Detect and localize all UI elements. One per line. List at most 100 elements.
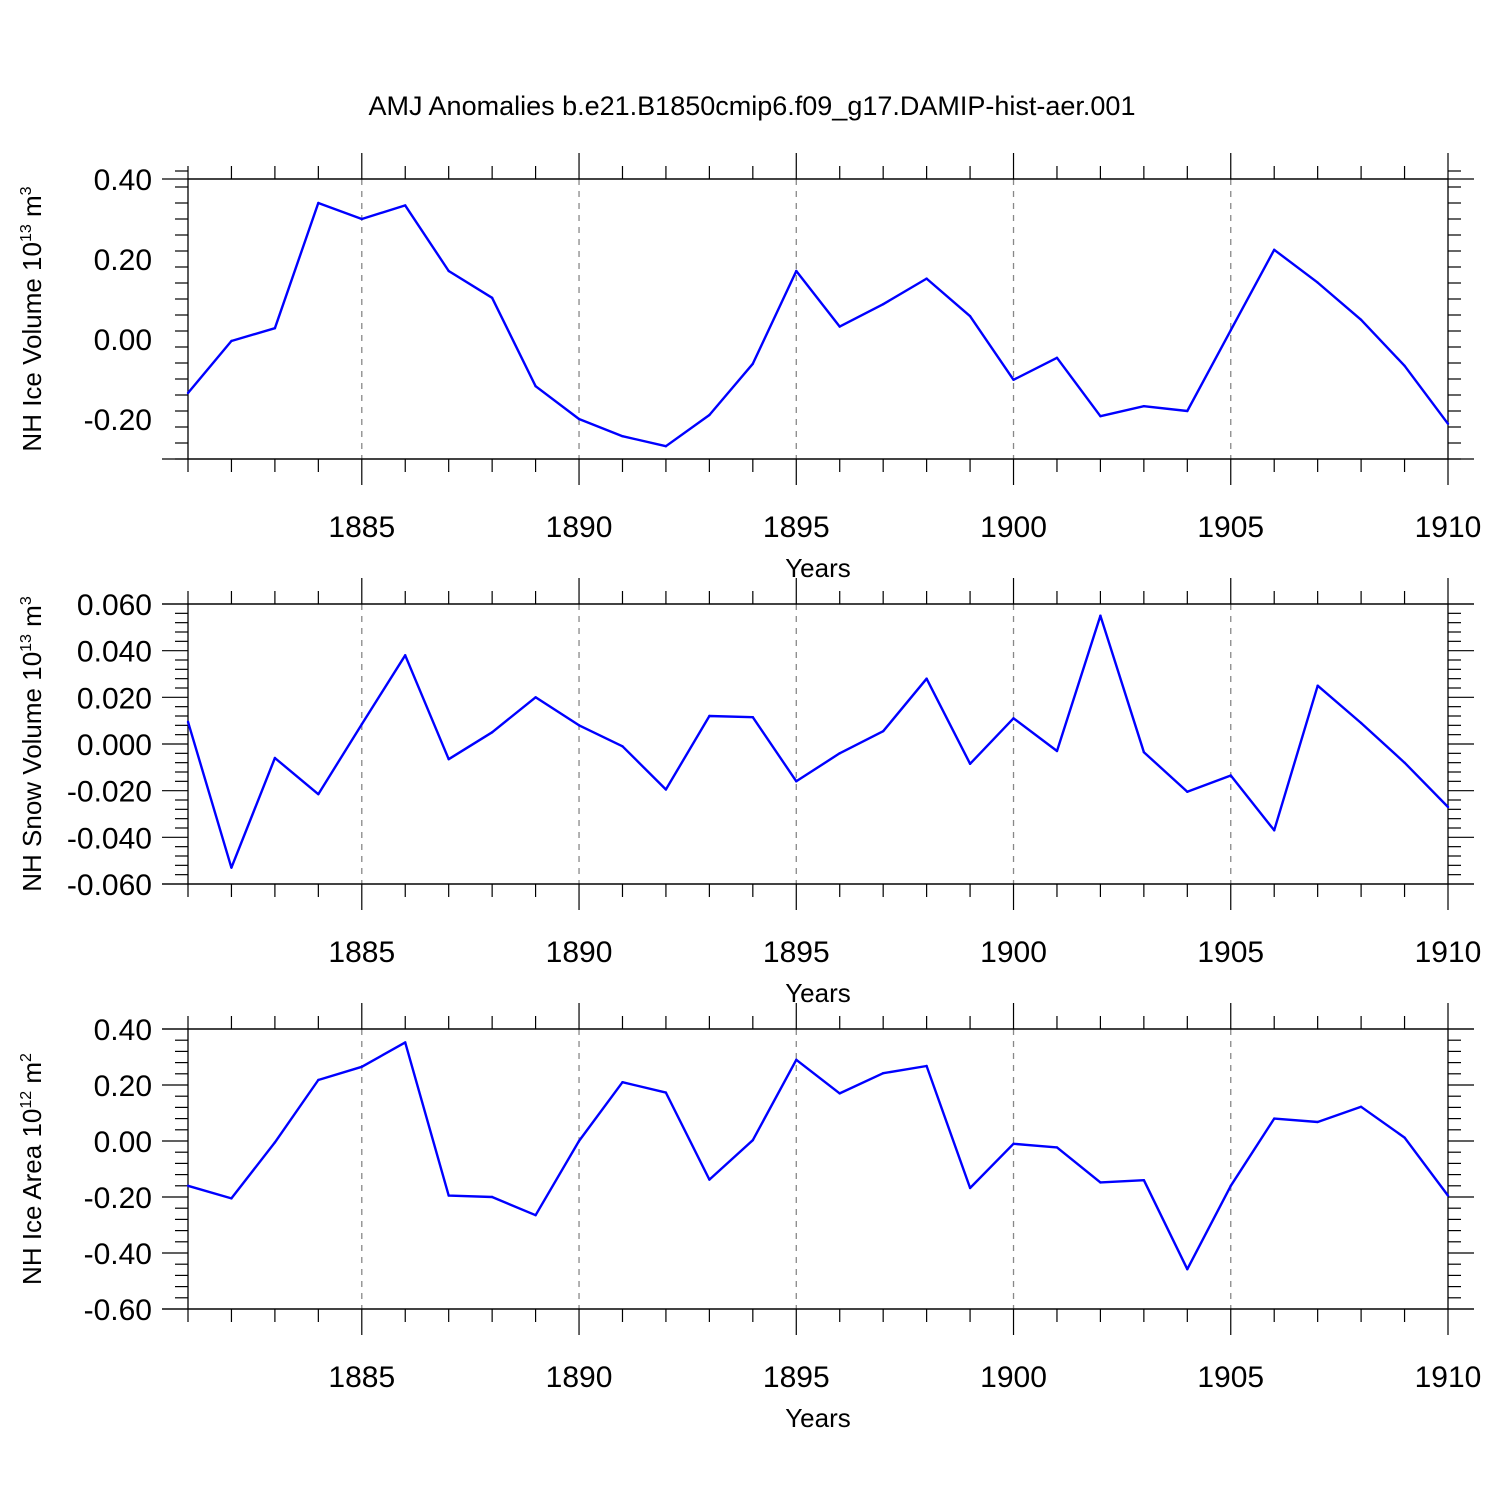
y-axis-title-unit-exponent: 3 xyxy=(18,596,35,605)
data-point xyxy=(273,1141,277,1144)
y-axis-title-base: NH Snow Volume 10 xyxy=(17,652,47,892)
y-tick-label: 0.060 xyxy=(77,589,152,622)
data-point xyxy=(925,277,928,280)
data-point xyxy=(968,762,972,766)
panel-3: 0.40 0.20 0.00 -0.20 -0.40 -0.60 1885 1890 1895 1… xyxy=(17,1003,1481,1433)
data-point xyxy=(968,315,972,318)
data-point xyxy=(1186,1268,1189,1271)
y-tick-label: -0.60 xyxy=(84,1294,152,1327)
y-axis-title: NH Snow Volume 1013 m3 xyxy=(17,596,47,892)
data-point xyxy=(577,724,581,727)
data-point xyxy=(404,654,407,657)
data-point xyxy=(621,745,624,748)
data-point xyxy=(751,1138,755,1142)
x-tick-label: 1900 xyxy=(980,1361,1047,1394)
data-point xyxy=(968,1186,972,1190)
data-point xyxy=(881,1072,885,1075)
x-tick-label: 1905 xyxy=(1197,1361,1264,1394)
y-axis-title-unit-exponent: 2 xyxy=(18,1053,35,1062)
x-tick-label: 1900 xyxy=(980,936,1047,969)
y-axis-title-unit: m xyxy=(17,195,47,224)
panel-2: 0.060 0.040 0.020 0.000 -0.020 -0.040 -0.060 18… xyxy=(17,578,1481,1008)
data-point xyxy=(1403,1136,1406,1139)
data-point xyxy=(621,435,624,438)
data-point xyxy=(230,1197,233,1200)
y-tick-label: -0.40 xyxy=(84,1238,152,1271)
data-point xyxy=(447,269,450,273)
data-point xyxy=(925,677,928,680)
data-point xyxy=(534,1214,537,1217)
data-point xyxy=(1142,750,1146,754)
data-point xyxy=(1316,1120,1319,1124)
data-point xyxy=(1229,329,1232,332)
x-tick-label: 1890 xyxy=(546,936,613,969)
y-tick-label: -0.20 xyxy=(84,1182,152,1215)
y-tick-label: 0.020 xyxy=(77,682,152,715)
y-axis-title-unit: m xyxy=(17,1062,47,1091)
x-tick-label: 1895 xyxy=(763,1361,830,1394)
data-point xyxy=(447,757,450,761)
y-axis-title-base: NH Ice Volume 10 xyxy=(17,242,47,452)
data-point xyxy=(1446,422,1450,425)
x-axis-title: Years xyxy=(785,553,851,583)
chart-panels: 0.40 0.20 0.00 -0.20 1885 1890 1895 1900 1905 191… xyxy=(17,153,1481,1433)
y-tick-label: 0.40 xyxy=(94,1014,152,1047)
data-point xyxy=(577,1139,581,1143)
data-point xyxy=(664,1091,668,1094)
x-tick-label: 1910 xyxy=(1415,511,1482,544)
y-tick-label: -0.020 xyxy=(67,776,152,809)
data-point xyxy=(317,1078,320,1082)
data-point xyxy=(1316,281,1319,284)
data-point xyxy=(1055,749,1059,753)
data-point xyxy=(1229,774,1232,777)
x-tick-label: 1910 xyxy=(1415,1361,1482,1394)
x-tick-label: 1890 xyxy=(546,1361,613,1394)
data-point xyxy=(1446,805,1450,809)
data-point xyxy=(1012,1142,1015,1146)
data-point xyxy=(838,1092,841,1095)
data-point xyxy=(881,303,885,306)
data-point xyxy=(273,327,277,330)
data-point xyxy=(534,385,537,388)
data-point xyxy=(490,1195,494,1199)
data-point xyxy=(1316,684,1319,687)
data-point xyxy=(1012,717,1015,720)
data-point xyxy=(925,1064,928,1068)
series-line-1 xyxy=(187,201,1449,448)
data-point xyxy=(360,217,363,221)
y-tick-label: -0.060 xyxy=(67,869,152,902)
y-axis-title-exponent: 13 xyxy=(18,224,35,242)
data-point xyxy=(1273,829,1276,832)
data-point xyxy=(1273,1117,1276,1120)
data-point xyxy=(273,756,277,760)
data-point xyxy=(360,1065,363,1069)
y-tick-label: 0.000 xyxy=(77,729,152,762)
data-point xyxy=(664,788,668,791)
data-point xyxy=(1229,1184,1232,1188)
y-tick-label: 0.040 xyxy=(77,636,152,669)
x-tick-label: 1895 xyxy=(763,936,830,969)
data-point xyxy=(708,1178,711,1181)
series-line-1 xyxy=(187,1041,1449,1271)
data-point xyxy=(230,866,233,869)
data-point xyxy=(1359,721,1363,725)
data-point xyxy=(447,1194,450,1197)
y-axis-title-exponent: 12 xyxy=(18,1091,35,1109)
data-point xyxy=(186,720,190,724)
y-axis-title-unit-exponent: 3 xyxy=(18,186,35,195)
data-point xyxy=(751,362,755,365)
data-point xyxy=(795,780,798,783)
x-tick-label: 1890 xyxy=(546,511,613,544)
data-point xyxy=(1403,364,1406,367)
data-point xyxy=(1099,1181,1102,1184)
data-point xyxy=(1359,1105,1363,1109)
y-axis-title-exponent: 13 xyxy=(18,634,35,652)
data-point xyxy=(1142,1179,1146,1182)
x-tick-label: 1885 xyxy=(328,1361,395,1394)
y-tick-label: 0.00 xyxy=(94,1126,152,1159)
data-point xyxy=(621,1081,624,1084)
data-point xyxy=(490,296,494,299)
data-point xyxy=(1142,405,1146,408)
